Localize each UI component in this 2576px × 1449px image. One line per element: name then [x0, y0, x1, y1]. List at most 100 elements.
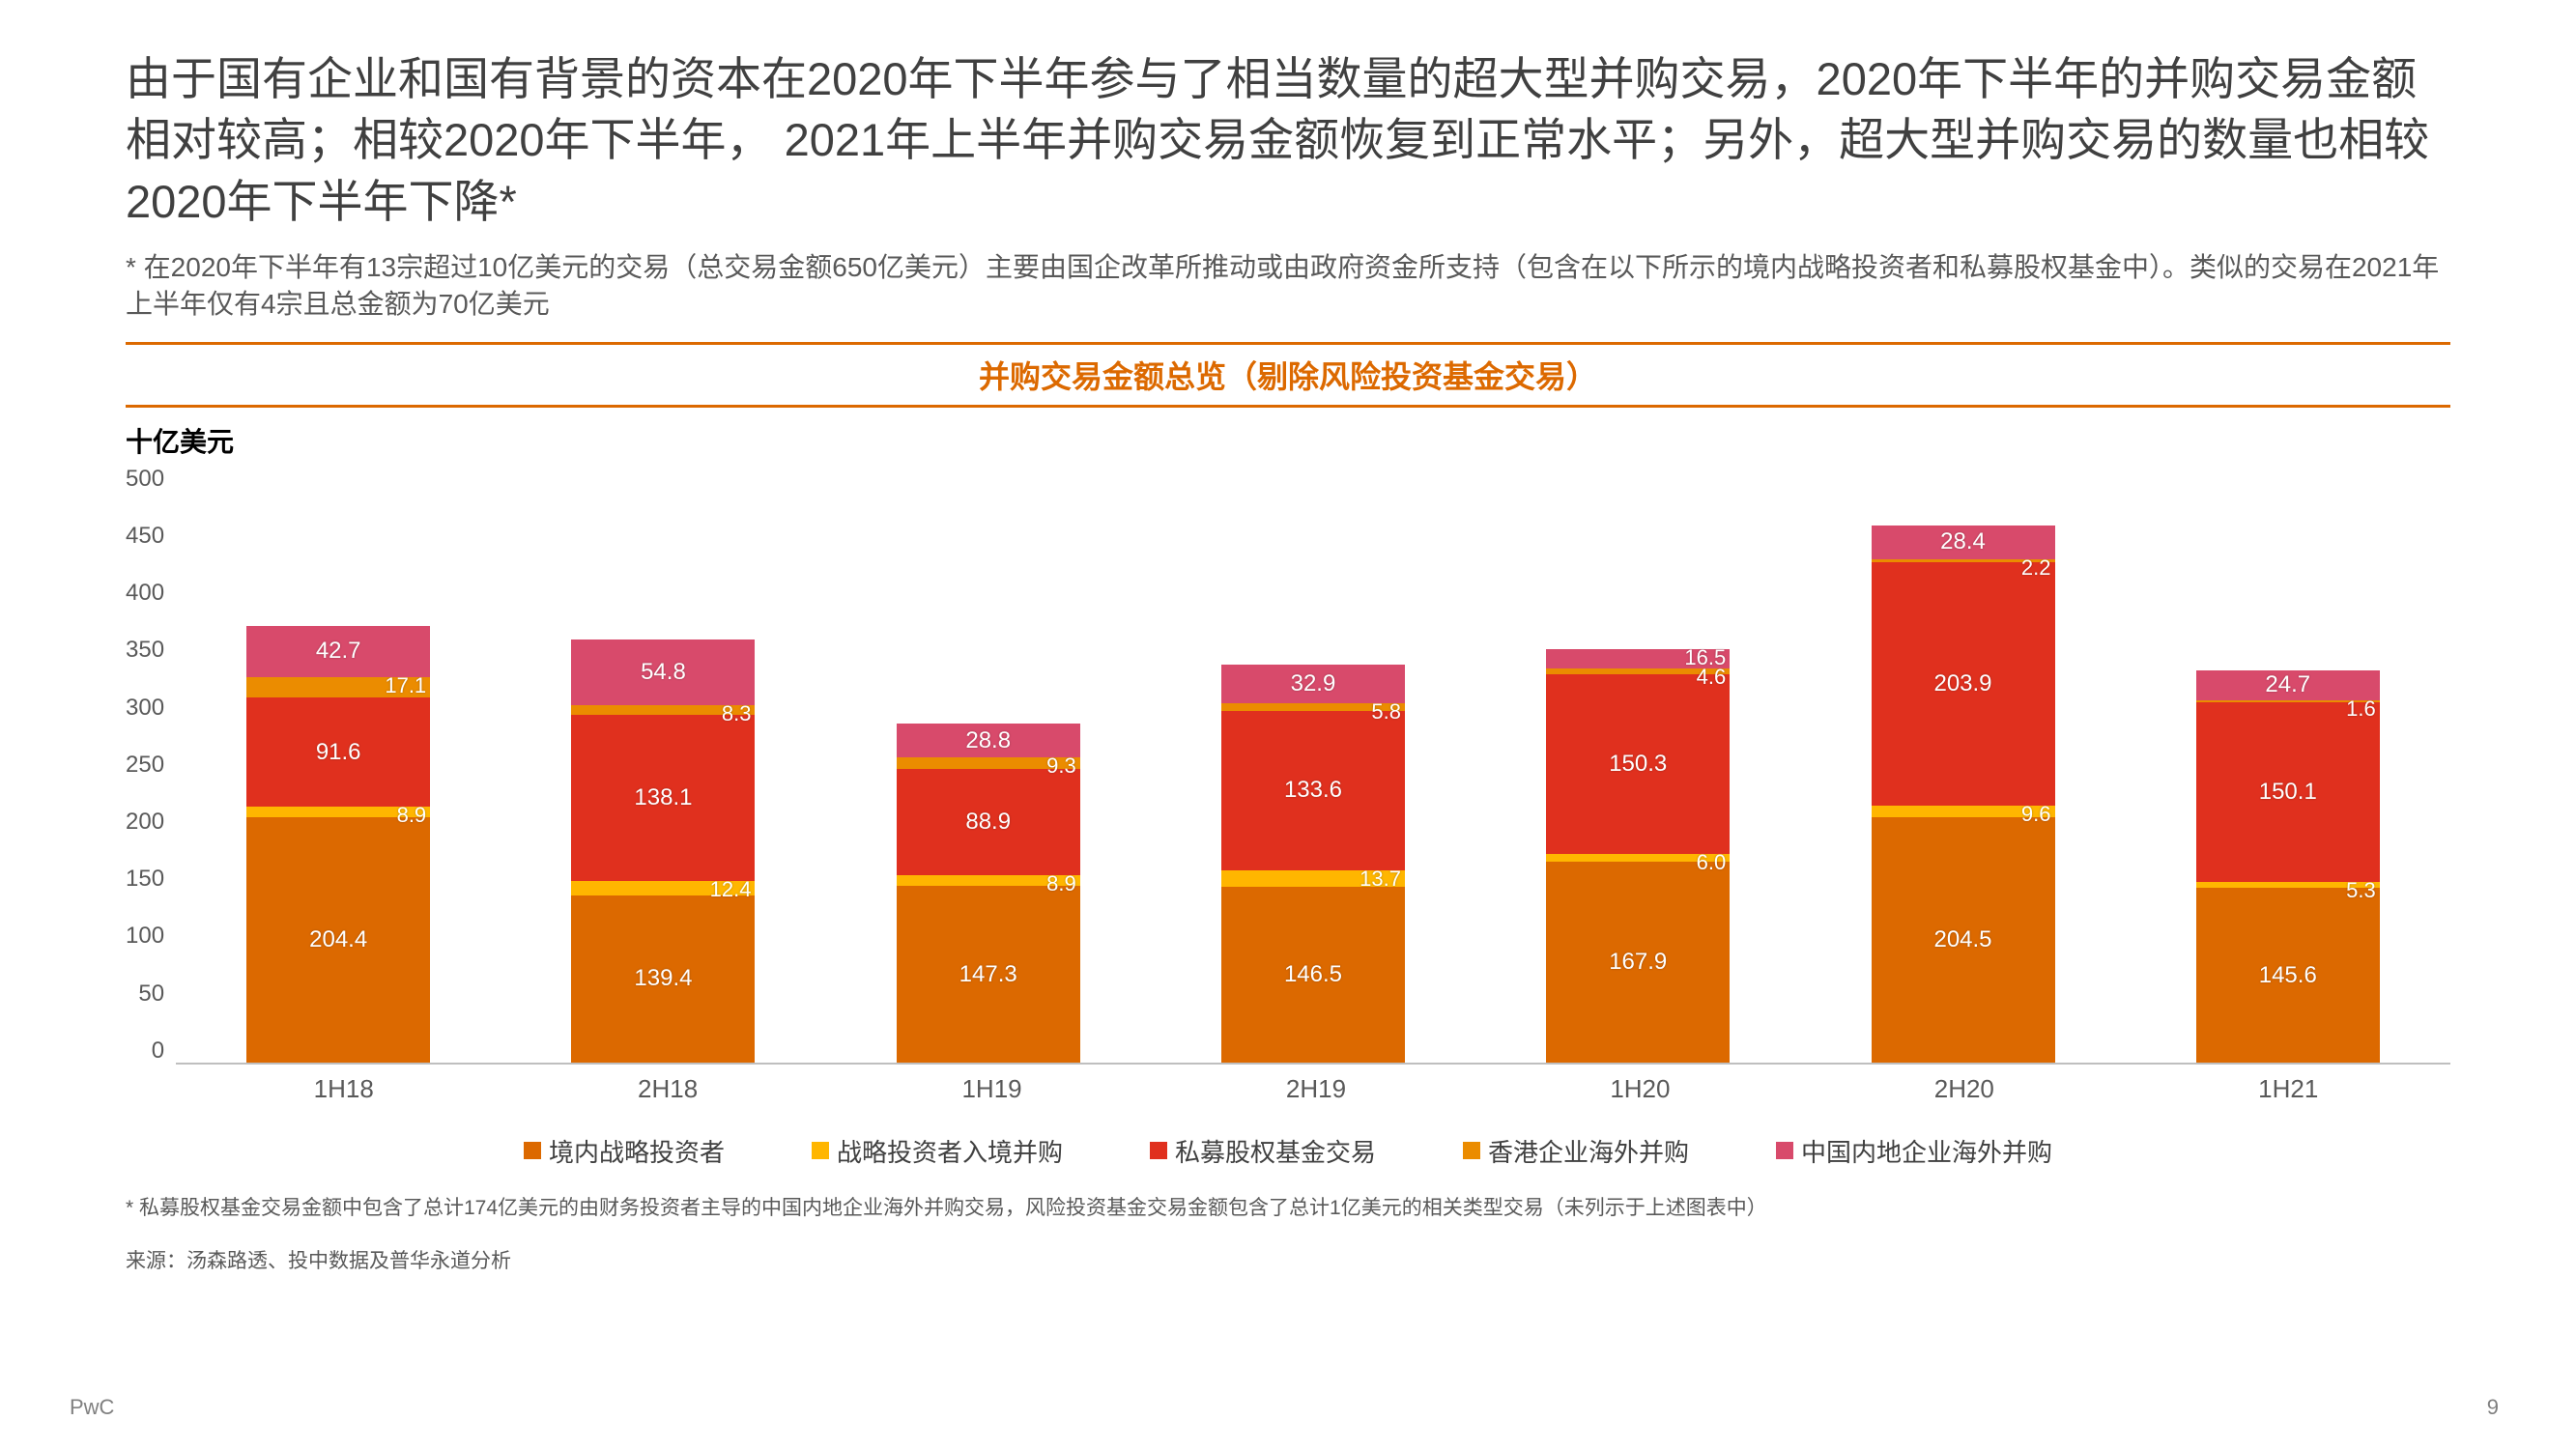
- segment-value: 32.9: [1291, 670, 1336, 697]
- legend-item: 战略投资者入境并购: [812, 1133, 1063, 1169]
- y-tick: 350: [126, 637, 164, 664]
- chart-title-bar: 并购交易金额总览（剔除风险投资基金交易）: [126, 342, 2450, 408]
- y-tick: 50: [138, 980, 164, 1008]
- segment-value: 167.9: [1609, 949, 1667, 976]
- bar-column: 204.59.6203.92.228.4: [1872, 526, 2055, 1063]
- x-axis: 1H18 2H18 1H19 2H19 1H20 2H20 1H21: [182, 1065, 2450, 1104]
- segment-value: 54.8: [641, 659, 686, 686]
- bar-segment: 133.6: [1221, 711, 1405, 871]
- bar-segment: 9.3: [897, 757, 1080, 769]
- x-tick: 2H20: [1873, 1074, 2056, 1104]
- legend-swatch: [1463, 1142, 1480, 1159]
- y-tick: 300: [126, 695, 164, 722]
- bar-segment: 8.3: [571, 705, 755, 715]
- y-tick: 0: [152, 1037, 164, 1065]
- segment-value: 146.5: [1284, 961, 1342, 988]
- y-axis-unit: 十亿美元: [126, 421, 2450, 460]
- y-tick: 200: [126, 809, 164, 836]
- bar-segment: 91.6: [246, 697, 430, 808]
- bar-segment: 145.6: [2196, 888, 2380, 1063]
- segment-value: 204.5: [1933, 926, 1991, 953]
- bar-column: 146.5 13.7 133.6 5.8 32.9: [1221, 665, 1405, 1063]
- legend-item: 中国内地企业海外并购: [1776, 1133, 2052, 1169]
- bar-segment: 28.8: [897, 724, 1080, 758]
- bar-segment: 54.8: [571, 639, 755, 705]
- legend-label: 境内战略投资者: [549, 1133, 725, 1169]
- bar-segment: 12.4: [571, 881, 755, 895]
- segment-value: 24.7: [2265, 671, 2310, 698]
- x-tick: 1H20: [1548, 1074, 1732, 1104]
- footnote-2: 来源：汤森路透、投中数据及普华永道分析: [126, 1247, 2450, 1275]
- bar-segment: 167.9: [1546, 862, 1730, 1063]
- legend: 境内战略投资者 战略投资者入境并购 私募股权基金交易 香港企业海外并购 中国内地企业海外…: [126, 1133, 2450, 1169]
- bar-segment: 16.5: [1546, 649, 1730, 668]
- bar-column: 139.412.4138.18.354.8: [571, 639, 755, 1063]
- segment-value: 16.5: [1684, 645, 1726, 670]
- page-headline: 由于国有企业和国有背景的资本在2020年下半年参与了相当数量的超大型并购交易，2…: [126, 48, 2450, 232]
- page-subnote: * 在2020年下半年有13宗超过10亿美元的交易（总交易金额650亿美元）主要…: [126, 249, 2450, 323]
- segment-value: 204.4: [309, 926, 367, 953]
- chart-area: 500450400350300250200150100500 204.48.99…: [126, 466, 2450, 1065]
- footnote-1: * 私募股权基金交易金额中包含了总计174亿美元的由财务投资者主导的中国内地企业…: [126, 1194, 2450, 1222]
- legend-item: 香港企业海外并购: [1463, 1133, 1689, 1169]
- legend-swatch: [1776, 1142, 1793, 1159]
- bar-segment: 8.9: [897, 875, 1080, 886]
- legend-label: 中国内地企业海外并购: [1801, 1133, 2052, 1169]
- x-tick: 1H18: [252, 1074, 436, 1104]
- bar-segment: 139.4: [571, 895, 755, 1063]
- bar-segment: 204.5: [1872, 817, 2055, 1063]
- segment-value: 28.8: [965, 727, 1011, 754]
- segment-value: 203.9: [1933, 670, 1991, 697]
- x-tick: 2H18: [576, 1074, 759, 1104]
- segment-value: 150.1: [2259, 779, 2317, 806]
- brand-mark: PwC: [70, 1395, 114, 1420]
- bar-segment: 5.8: [1221, 703, 1405, 710]
- bar-column: 145.6 5.3 150.1 1.6 24.7: [2196, 670, 2380, 1063]
- segment-value: 147.3: [959, 961, 1017, 988]
- bar-segment: 150.3: [1546, 674, 1730, 854]
- y-tick: 150: [126, 866, 164, 893]
- segment-value: 145.6: [2259, 962, 2317, 989]
- bar-column: 167.96.0150.34.616.5: [1546, 649, 1730, 1063]
- segment-value: 42.7: [316, 638, 361, 665]
- bar-segment: 42.7: [246, 626, 430, 677]
- bar-segment: 17.1: [246, 677, 430, 697]
- chart-title: 并购交易金额总览（剔除风险投资基金交易）: [979, 359, 1597, 394]
- segment-value: 133.6: [1284, 777, 1342, 804]
- y-tick: 500: [126, 466, 164, 493]
- y-tick: 450: [126, 523, 164, 550]
- bar-segment: 204.4: [246, 817, 430, 1062]
- segment-value: 28.4: [1940, 528, 1986, 555]
- bar-segment: 150.1: [2196, 702, 2380, 882]
- bar-segment: 2.2: [1872, 559, 2055, 562]
- x-tick: 1H19: [901, 1074, 1084, 1104]
- x-tick: 1H21: [2196, 1074, 2380, 1104]
- page-number: 9: [2487, 1395, 2499, 1420]
- bar-segment: 28.4: [1872, 526, 2055, 559]
- legend-label: 战略投资者入境并购: [837, 1133, 1063, 1169]
- segment-value: 91.6: [316, 739, 361, 766]
- y-axis: 500450400350300250200150100500: [126, 466, 176, 1065]
- bar-segment: 6.0: [1546, 854, 1730, 861]
- y-tick: 400: [126, 580, 164, 607]
- legend-swatch: [812, 1142, 829, 1159]
- bar-segment: 147.3: [897, 886, 1080, 1063]
- bar-segment: 24.7: [2196, 670, 2380, 700]
- bar-segment: 32.9: [1221, 665, 1405, 704]
- x-tick: 2H19: [1224, 1074, 1408, 1104]
- bar-segment: 13.7: [1221, 870, 1405, 887]
- legend-item: 境内战略投资者: [524, 1133, 725, 1169]
- bar-segment: 8.9: [246, 807, 430, 817]
- legend-swatch: [524, 1142, 541, 1159]
- segment-value: 139.4: [634, 965, 692, 992]
- bar-column: 147.3 8.988.99.3 28.8: [897, 724, 1080, 1063]
- bar-segment: 88.9: [897, 769, 1080, 875]
- bar-segment: 1.6: [2196, 700, 2380, 702]
- y-tick: 100: [126, 923, 164, 950]
- plot-area: 204.48.991.617.142.7139.412.4138.18.354.…: [176, 466, 2450, 1065]
- legend-label: 私募股权基金交易: [1175, 1133, 1376, 1169]
- bar-segment: 203.9: [1872, 562, 2055, 807]
- legend-label: 香港企业海外并购: [1488, 1133, 1689, 1169]
- bar-segment: 146.5: [1221, 887, 1405, 1063]
- bar-segment: 5.3: [2196, 882, 2380, 889]
